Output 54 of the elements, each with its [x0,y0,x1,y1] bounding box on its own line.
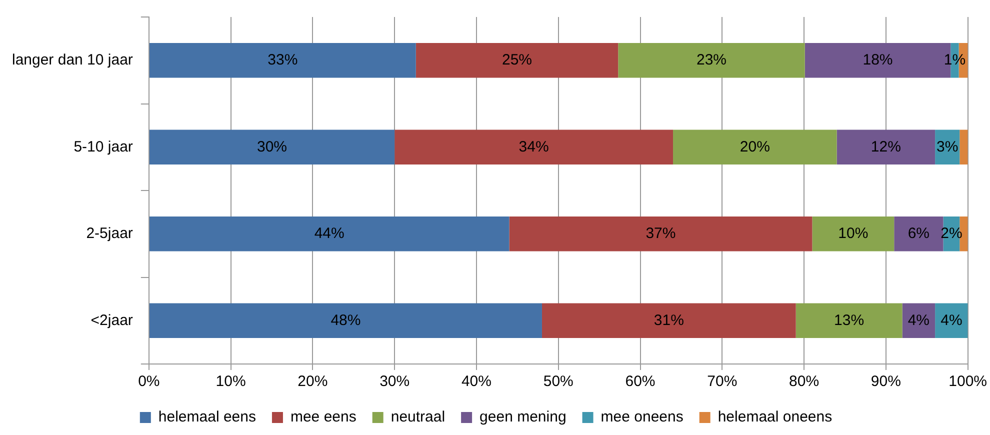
x-tick-label: 90% [870,373,901,390]
x-tick-label: 0% [138,373,160,390]
bar [902,303,936,338]
x-tick-label: 50% [543,373,574,390]
data-label: 4% [940,312,962,329]
bar [149,43,416,78]
legend-label: neutraal [390,408,446,426]
bar [149,216,510,252]
bar [673,130,837,164]
data-label: 37% [646,225,676,242]
bar [618,43,805,78]
legend-label: mee eens [290,408,356,426]
data-label: 48% [330,312,361,329]
data-label: 31% [654,312,684,329]
data-label: 13% [834,312,864,329]
legend-label: helemaal oneens [718,408,832,426]
data-label: 20% [740,138,770,156]
bar [149,130,395,164]
data-label: 6% [908,225,930,242]
data-label: 33% [268,52,298,69]
bar [149,303,542,338]
data-label: 4% [908,312,930,329]
x-tick-label: 20% [298,373,328,390]
bar [796,303,902,338]
bar [394,130,674,164]
y-tick-label: <2jaar [90,312,133,329]
y-tick-label: langer dan 10 jaar [12,52,133,69]
bar [836,130,936,164]
legend-label: mee oneens [600,408,684,426]
x-tick-label: 100% [948,373,988,390]
legend-label: helemaal eens [158,408,256,426]
legend-label: geen mening [480,408,566,426]
y-tick-label: 5-10 jaar [74,138,133,156]
x-tick-label: 60% [625,373,656,390]
x-tick-label: 40% [461,373,492,390]
data-label: 30% [256,138,288,156]
x-tick-label: 80% [789,373,820,390]
x-tick-label: 10% [216,373,246,390]
data-label: 44% [314,225,344,242]
x-tick-label: 70% [707,373,738,390]
data-label: 10% [838,225,868,242]
bar [416,43,618,78]
data-label: 18% [862,52,893,69]
bar [960,130,968,164]
bar [509,216,812,252]
data-label: 3% [936,138,958,156]
data-label: 25% [502,52,532,69]
bar [812,216,894,252]
data-label: 34% [518,138,549,156]
data-label: 12% [870,138,901,156]
data-label: 23% [696,52,727,69]
y-tick-label: 2-5jaar [86,225,133,242]
bar [542,303,796,338]
x-tick-label: 30% [380,373,410,390]
